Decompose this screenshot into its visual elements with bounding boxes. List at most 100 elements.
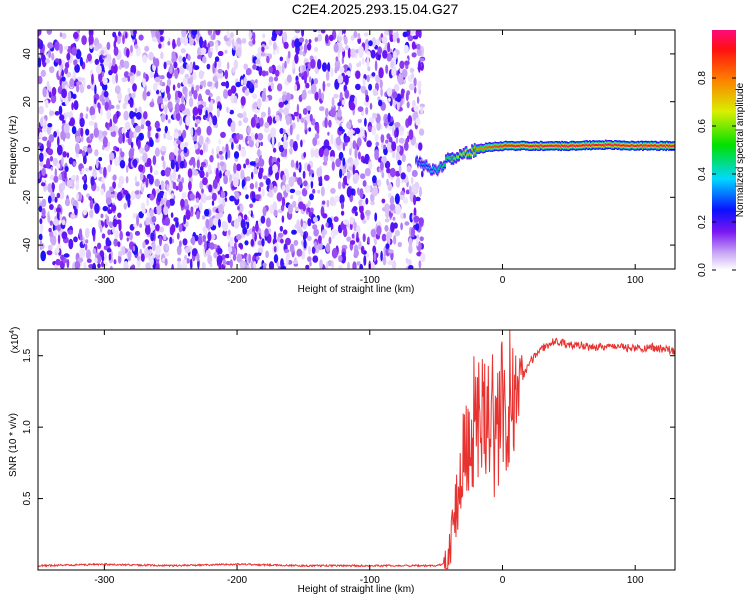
- noise-speckle: [176, 37, 182, 47]
- noise-speckle: [149, 256, 154, 267]
- noise-speckle: [386, 167, 391, 174]
- noise-speckle: [109, 118, 113, 129]
- noise-speckle: [220, 131, 226, 138]
- noise-speckle: [397, 241, 402, 248]
- signal-mark: [473, 146, 476, 149]
- noise-speckle: [164, 258, 168, 266]
- noise-speckle: [218, 150, 223, 155]
- noise-speckle: [117, 241, 121, 248]
- noise-speckle: [194, 234, 199, 242]
- noise-speckle: [257, 240, 263, 246]
- noise-speckle: [248, 210, 252, 215]
- noise-speckle: [369, 117, 375, 124]
- noise-speckle: [233, 151, 240, 159]
- noise-speckle: [50, 234, 57, 246]
- noise-speckle: [339, 66, 345, 73]
- signal-mark: [625, 144, 628, 147]
- noise-speckle: [155, 188, 160, 195]
- noise-speckle: [273, 76, 279, 82]
- noise-speckle: [162, 160, 166, 170]
- noise-speckle: [82, 236, 85, 245]
- noise-speckle: [389, 195, 395, 205]
- noise-speckle: [142, 54, 148, 64]
- noise-speckle: [320, 186, 325, 197]
- noise-speckle: [409, 67, 415, 73]
- noise-speckle: [123, 60, 130, 69]
- noise-speckle: [407, 35, 414, 42]
- noise-speckle: [179, 65, 185, 75]
- signal-mark: [441, 167, 444, 170]
- signal-mark: [637, 144, 640, 147]
- signal-mark: [546, 145, 549, 148]
- signal-mark: [470, 153, 472, 156]
- noise-speckle: [47, 123, 53, 128]
- noise-speckle: [46, 80, 50, 91]
- noise-speckle: [49, 174, 55, 181]
- noise-speckle: [343, 227, 348, 238]
- noise-speckle: [334, 195, 340, 203]
- noise-speckle: [48, 227, 52, 233]
- noise-speckle: [51, 183, 55, 191]
- spectrogram-y-tick-label: 0: [22, 146, 33, 152]
- noise-speckle: [365, 197, 369, 205]
- noise-speckle: [192, 134, 198, 142]
- noise-speckle: [254, 133, 259, 140]
- noise-speckle: [385, 246, 391, 257]
- noise-speckle: [188, 63, 193, 74]
- noise-speckle: [107, 164, 112, 173]
- noise-speckle: [385, 243, 390, 250]
- noise-speckle: [238, 144, 242, 151]
- noise-speckle: [407, 258, 412, 267]
- noise-speckle: [140, 202, 146, 211]
- noise-speckle: [309, 261, 312, 267]
- signal-mark: [591, 143, 594, 146]
- noise-speckle: [159, 79, 163, 86]
- noise-speckle: [210, 99, 213, 108]
- noise-speckle: [59, 213, 63, 221]
- noise-speckle: [404, 221, 410, 226]
- noise-speckle: [349, 140, 352, 150]
- noise-speckle: [327, 62, 331, 73]
- noise-speckle: [318, 88, 322, 100]
- noise-speckle: [229, 137, 235, 144]
- noise-speckle: [183, 36, 189, 46]
- signal-mark: [585, 143, 588, 146]
- noise-speckle: [290, 194, 294, 200]
- noise-speckle: [129, 72, 133, 77]
- noise-speckle: [343, 176, 347, 186]
- noise-speckle: [279, 225, 283, 232]
- noise-speckle: [115, 73, 118, 84]
- signal-mark: [432, 166, 434, 169]
- noise-speckle: [178, 55, 183, 63]
- noise-speckle: [402, 31, 408, 38]
- signal-mark: [633, 145, 636, 148]
- noise-speckle: [193, 89, 198, 100]
- noise-speckle: [413, 215, 420, 223]
- signal-mark: [672, 145, 675, 148]
- noise-speckle: [153, 208, 157, 214]
- noise-speckle: [310, 58, 316, 69]
- signal-mark: [486, 146, 489, 149]
- noise-speckle: [362, 180, 367, 187]
- noise-speckle: [198, 201, 203, 212]
- noise-speckle: [127, 251, 132, 260]
- noise-speckle: [93, 127, 100, 138]
- noise-speckle: [194, 143, 199, 150]
- noise-speckle: [184, 198, 189, 207]
- noise-speckle: [410, 227, 416, 238]
- noise-speckle: [96, 185, 100, 192]
- noise-speckle: [384, 218, 390, 223]
- signal-mark: [460, 153, 463, 156]
- noise-speckle: [90, 114, 96, 121]
- noise-speckle: [52, 230, 58, 237]
- noise-speckle: [311, 83, 317, 95]
- noise-speckle: [262, 265, 267, 269]
- noise-speckle: [371, 72, 376, 77]
- noise-speckle: [106, 248, 112, 253]
- noise-speckle: [362, 159, 367, 164]
- noise-speckle: [280, 151, 286, 158]
- noise-speckle: [381, 171, 385, 179]
- noise-speckle: [282, 185, 286, 192]
- noise-speckle: [189, 36, 194, 46]
